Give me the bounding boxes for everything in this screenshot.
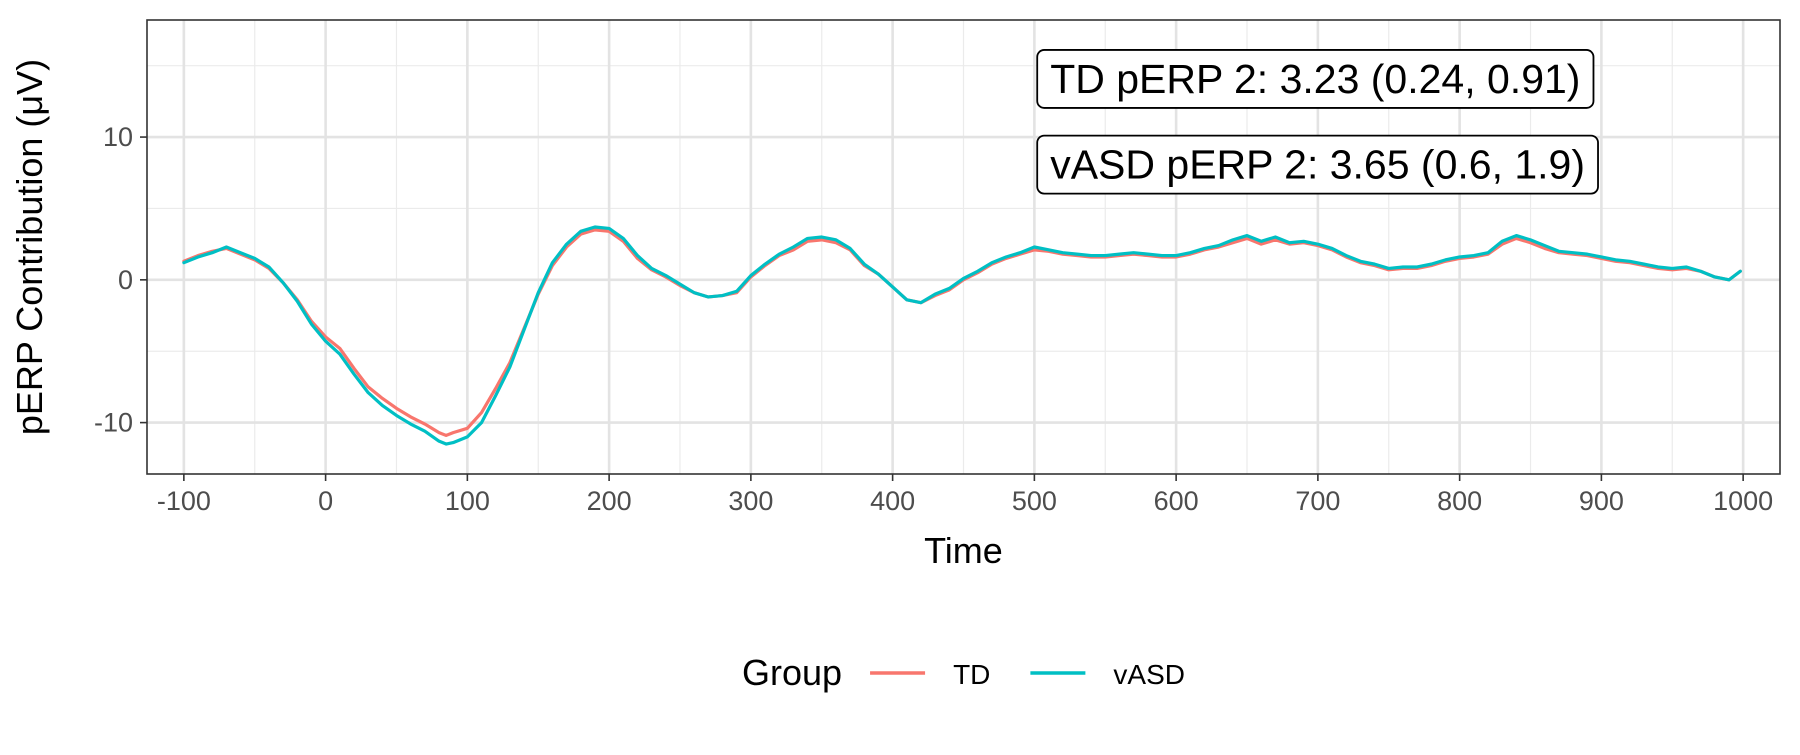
y-tick-label: 0 [118,265,133,295]
annotation-box [1036,134,1599,195]
x-tick-label: 100 [445,486,490,516]
x-axis-title: Time [924,530,1003,571]
annotation-text: vASD pERP 2: 3.65 (0.6, 1.9) [1050,142,1585,188]
annotation-label: vASD pERP 2: 3.65 (0.6, 1.9) [1036,134,1599,195]
x-tick-label: 0 [318,486,333,516]
legend-label-vasd: vASD [1113,659,1185,690]
y-axis-title: pERP Contribution (μV) [9,59,50,435]
x-tick-label: 1000 [1713,486,1773,516]
x-tick-label: 400 [870,486,915,516]
annotation-box [1036,49,1595,109]
legend-label-td: TD [953,659,990,690]
x-tick-label: -100 [157,486,211,516]
x-tick-label: 900 [1579,486,1624,516]
x-tick-label: 700 [1295,486,1340,516]
annotation-text: TD pERP 2: 3.23 (0.24, 0.91) [1050,56,1580,102]
x-tick-label: 800 [1437,486,1482,516]
y-tick-label: -10 [94,408,133,438]
plot-border [146,19,1781,475]
annotation-label: TD pERP 2: 3.23 (0.24, 0.91) [1036,49,1595,109]
legend: Group TD vASD [742,652,1185,693]
x-tick-label: 500 [1012,486,1057,516]
legend-title: Group [742,652,842,693]
x-tick-label: 300 [728,486,773,516]
y-tick-label: 10 [103,122,133,152]
x-tick-label: 600 [1154,486,1199,516]
x-tick-label: 200 [587,486,632,516]
series-line-vasd [182,225,1742,446]
